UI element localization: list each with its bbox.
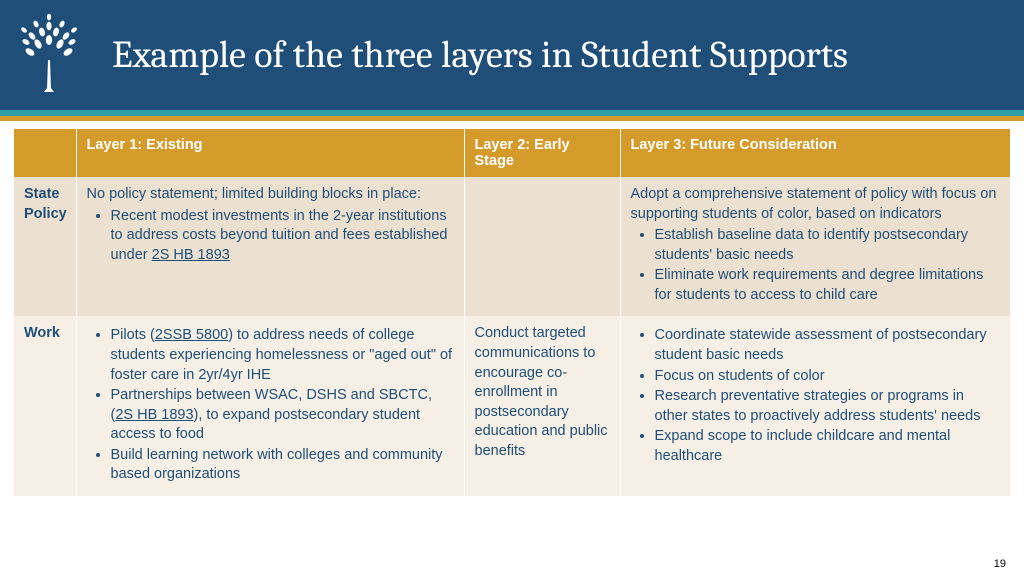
row-header: Work — [14, 316, 76, 496]
list-item: Eliminate work requirements and degree l… — [655, 266, 1001, 305]
table-header-row: Layer 1: Existing Layer 2: Early Stage L… — [14, 129, 1010, 177]
list-item: Coordinate statewide assessment of posts… — [655, 326, 1001, 365]
table-wrapper: Layer 1: Existing Layer 2: Early Stage L… — [0, 121, 1024, 496]
layers-table: Layer 1: Existing Layer 2: Early Stage L… — [14, 129, 1010, 496]
cell-layer2 — [464, 177, 620, 316]
list-item: Partnerships between WSAC, DSHS and SBCT… — [111, 386, 454, 445]
page-number: 19 — [994, 558, 1006, 570]
tree-logo-icon — [14, 12, 84, 92]
table-row: Work Pilots (2SSB 5800) to address needs … — [14, 316, 1010, 496]
list-item: Build learning network with colleges and… — [111, 446, 454, 485]
col-header-blank — [14, 129, 76, 177]
list-item: Pilots (2SSB 5800) to address needs of c… — [111, 326, 454, 385]
cell-layer1: Pilots (2SSB 5800) to address needs of c… — [76, 316, 464, 496]
table-row: State PolicyNo policy statement; limited… — [14, 177, 1010, 316]
list-item: Research preventative strategies or prog… — [655, 387, 1001, 426]
list-item: Focus on students of color — [655, 367, 1001, 387]
cell-layer2: Conduct targeted communications to encou… — [464, 316, 620, 496]
col-header-layer1: Layer 1: Existing — [76, 129, 464, 177]
col-header-layer3: Layer 3: Future Consideration — [620, 129, 1010, 177]
cell-layer1: No policy statement; limited building bl… — [76, 177, 464, 316]
list-item: Expand scope to include childcare and me… — [655, 427, 1001, 466]
col-header-layer2: Layer 2: Early Stage — [464, 129, 620, 177]
slide-title: Example of the three layers in Student S… — [112, 33, 848, 77]
slide-header: Example of the three layers in Student S… — [0, 0, 1024, 110]
cell-layer3: Coordinate statewide assessment of posts… — [620, 316, 1010, 496]
row-header: State Policy — [14, 177, 76, 316]
list-item: Establish baseline data to identify post… — [655, 226, 1001, 265]
list-item: Recent modest investments in the 2-year … — [111, 207, 454, 266]
cell-layer3: Adopt a comprehensive statement of polic… — [620, 177, 1010, 316]
